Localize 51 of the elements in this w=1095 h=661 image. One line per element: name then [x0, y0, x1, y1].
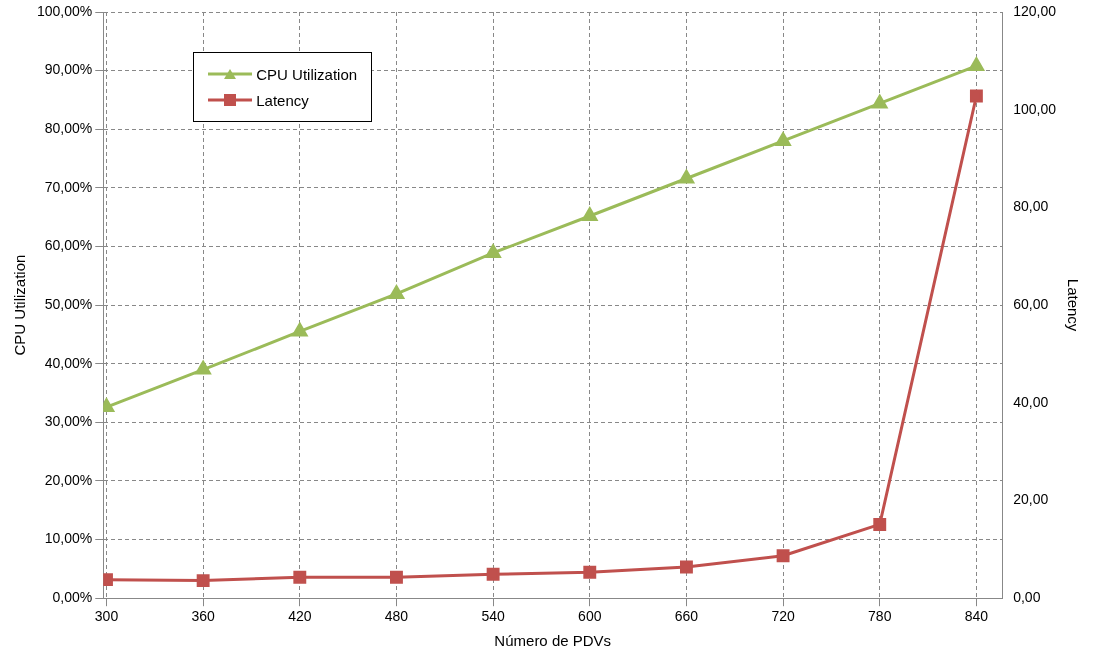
y-tick-label: 10,00% — [44, 530, 93, 547]
x-tick-label: 480 — [384, 608, 409, 625]
y2-tick-label: 20,00 — [1013, 491, 1049, 508]
point — [775, 132, 791, 146]
legend-label: CPU Utilization — [256, 65, 358, 83]
point — [969, 89, 983, 103]
point — [388, 285, 405, 299]
point — [678, 169, 694, 184]
y2-tick-label: 100,00 — [1013, 100, 1057, 117]
x-tick-label: 540 — [481, 608, 506, 625]
point — [485, 244, 501, 258]
x-tick-label: 600 — [578, 608, 602, 625]
y-tick-label: 0,00% — [52, 589, 93, 606]
point — [968, 57, 984, 71]
point — [486, 567, 500, 581]
x-tick-label: 720 — [771, 608, 795, 625]
y-tick-label: 30,00% — [44, 413, 93, 430]
y-tick-label: 80,00% — [44, 120, 93, 137]
x-tick-label: 660 — [674, 608, 699, 625]
y-tick-label: 40,00% — [44, 354, 93, 371]
point — [293, 570, 307, 584]
y2-tick-label: 60,00 — [1013, 295, 1049, 312]
y-axis-title: CPU Utilization — [11, 254, 29, 356]
point — [679, 560, 693, 574]
point — [195, 361, 211, 375]
y2-tick-label: 0,00 — [1013, 589, 1041, 606]
y2-tick-label: 120,00 — [1013, 2, 1057, 19]
y-tick-label: 50,00% — [44, 295, 93, 312]
x-tick-label: 300 — [94, 608, 119, 625]
legend-label: Latency — [256, 91, 309, 109]
point — [873, 517, 887, 531]
y-tick-label: 90,00% — [44, 61, 93, 78]
point — [196, 574, 210, 588]
y-tick-label: 100,00% — [36, 2, 93, 19]
x-axis-title: Número de PDVs — [494, 632, 612, 650]
x-tick-label: 420 — [288, 608, 312, 625]
x-tick-label: 840 — [964, 608, 989, 625]
x-tick-label: 360 — [191, 608, 216, 625]
point — [390, 570, 403, 584]
y2-axis-title: Latency — [1064, 278, 1082, 332]
point — [292, 322, 308, 337]
y-tick-label: 70,00% — [44, 178, 93, 195]
x-tick-label: 780 — [868, 608, 892, 625]
point — [582, 207, 598, 221]
y-tick-label: 60,00% — [44, 237, 93, 254]
point — [872, 94, 888, 109]
y2-tick-label: 40,00 — [1013, 393, 1049, 410]
y-tick-label: 20,00% — [44, 471, 93, 488]
y2-tick-label: 80,00 — [1013, 198, 1049, 215]
point — [776, 549, 790, 563]
point — [583, 565, 597, 579]
